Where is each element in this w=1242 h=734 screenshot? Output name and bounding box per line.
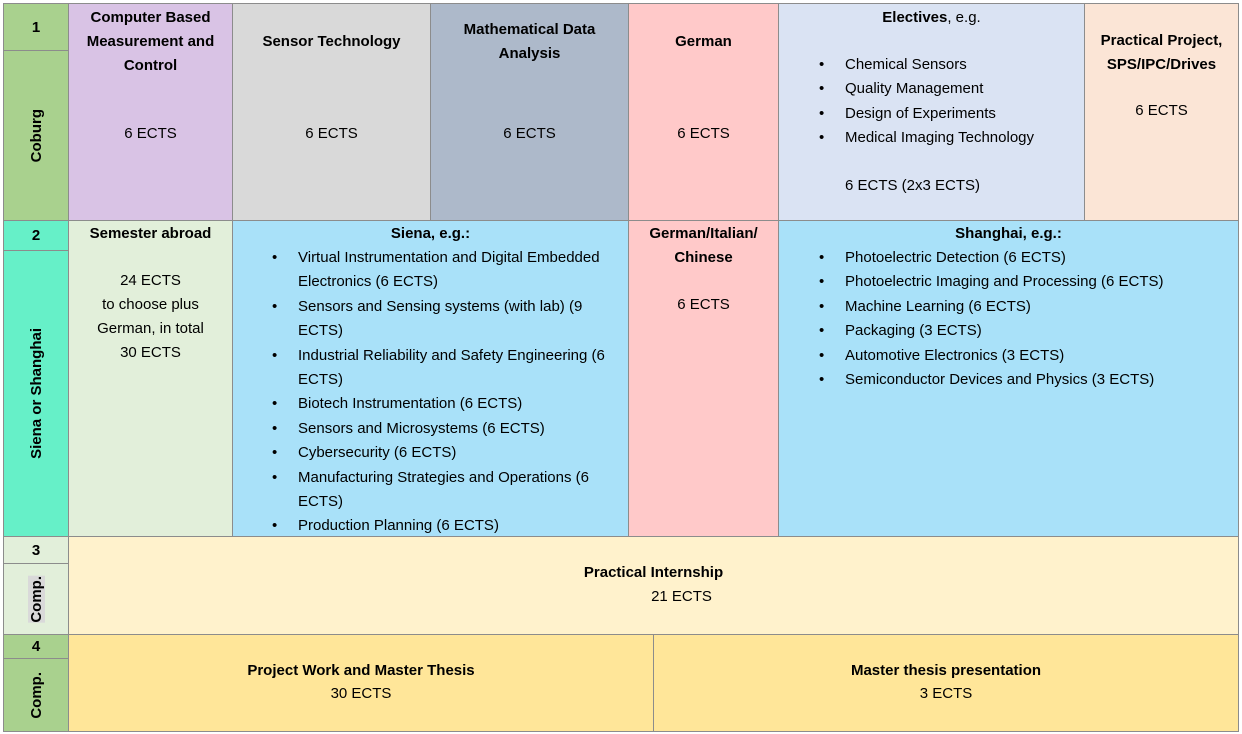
- list-item: Chemical Sensors: [819, 53, 1034, 78]
- list-item: Sensors and Sensing systems (with lab) (…: [272, 295, 618, 344]
- course-cell: German/Italian/ Chinese 6 ECTS: [628, 220, 779, 537]
- course-cell: Shanghai, e.g.: Photoelectric Detection …: [778, 220, 1239, 537]
- text-line: to choose plus: [102, 296, 199, 313]
- course-cell: Siena, e.g.: Virtual Instrumentation and…: [232, 220, 629, 539]
- row-number: 2: [3, 220, 69, 251]
- course-cell: German 6 ECTS: [628, 3, 779, 221]
- list-item: Design of Experiments: [819, 102, 1034, 127]
- course-ects: 21 ECTS: [651, 588, 712, 605]
- course-title: Practical Project, SPS/IPC/Drives: [1100, 32, 1223, 73]
- list-item: Photoelectric Imaging and Processing (6 …: [819, 270, 1164, 295]
- row-number: 4: [3, 634, 69, 659]
- course-cell: Practical Project, SPS/IPC/Drives 6 ECTS: [1084, 3, 1239, 221]
- row-number: 3: [3, 536, 69, 564]
- course-cell: Mathematical Data Analysis 6 ECTS: [430, 3, 629, 221]
- course-ects: 6 ECTS: [503, 125, 556, 142]
- row-label-text: Comp.: [27, 671, 45, 719]
- row-label-text: Siena or Shanghai: [27, 328, 45, 459]
- course-title: Computer Based Measurement and Control: [86, 9, 215, 74]
- course-ects: 3 ECTS: [919, 685, 973, 702]
- text-line: German, in total: [97, 320, 204, 337]
- course-ects: 6 ECTS (2x3 ECTS): [845, 177, 981, 194]
- course-title: Mathematical Data Analysis: [463, 21, 596, 62]
- list-item: Production Planning (6 ECTS): [272, 514, 618, 539]
- list-item: Quality Management: [819, 77, 1034, 102]
- course-cell: Master thesis presentation 3 ECTS: [653, 634, 1239, 732]
- course-cell: Practical Internship 21 ECTS: [68, 536, 1239, 635]
- course-cell: Semester abroad 24 ECTS to choose plus G…: [68, 220, 233, 537]
- list-item: Photoelectric Detection (6 ECTS): [819, 246, 1163, 271]
- row-label-text: Coburg: [27, 108, 45, 163]
- course-ects: 6 ECTS: [124, 125, 177, 142]
- course-title: Semester abroad: [89, 225, 212, 242]
- course-ects: 6 ECTS: [677, 296, 730, 313]
- course-ects: 30 ECTS: [330, 685, 392, 702]
- list-item: Medical Imaging Technology: [819, 126, 1034, 151]
- course-title: German/Italian/ Chinese: [649, 225, 758, 266]
- course-title: Sensor Technology: [262, 33, 401, 50]
- course-title: Shanghai, e.g.:: [955, 225, 1062, 242]
- list-item: Sensors and Microsystems (6 ECTS): [272, 417, 618, 442]
- course-title: Practical Internship: [583, 564, 724, 581]
- row-label: Comp.: [3, 563, 69, 635]
- course-title-suffix: , e.g.: [947, 9, 981, 26]
- course-title: Project Work and Master Thesis: [247, 662, 475, 679]
- list-item: Semiconductor Devices and Physics (3 ECT…: [819, 368, 1163, 393]
- list-item: Manufacturing Strategies and Operations …: [272, 466, 618, 515]
- course-ects: 6 ECTS: [677, 125, 730, 142]
- row-label: Comp.: [3, 658, 69, 732]
- course-cell: Sensor Technology 6 ECTS: [232, 3, 431, 221]
- row-label: Siena or Shanghai: [3, 250, 69, 537]
- course-title-bold: Electives: [882, 9, 948, 26]
- course-title: Electives, e.g.: [783, 6, 1080, 30]
- list-item: Biotech Instrumentation (6 ECTS): [272, 392, 618, 417]
- course-cell: Computer Based Measurement and Control 6…: [68, 3, 233, 221]
- row-label: Coburg: [3, 50, 69, 221]
- text-line: 24 ECTS: [120, 272, 181, 289]
- row-number: 1: [3, 3, 69, 51]
- text-line: 30 ECTS: [120, 344, 181, 361]
- course-cell: Project Work and Master Thesis 30 ECTS: [68, 634, 654, 732]
- course-text: 24 ECTS to choose plus German, in total …: [73, 269, 228, 365]
- list-item: Virtual Instrumentation and Digital Embe…: [272, 246, 618, 295]
- row-label-text: Comp.: [27, 575, 45, 623]
- list-item: Machine Learning (6 ECTS): [819, 295, 1163, 320]
- course-cell: Electives, e.g. Chemical Sensors Quality…: [778, 3, 1085, 221]
- siena-list: Virtual Instrumentation and Digital Embe…: [272, 246, 618, 539]
- course-ects: 6 ECTS: [1135, 102, 1188, 119]
- course-ects: 6 ECTS: [305, 125, 358, 142]
- course-title: Siena, e.g.:: [390, 225, 471, 242]
- course-title: Master thesis presentation: [850, 662, 1042, 679]
- shanghai-list: Photoelectric Detection (6 ECTS) Photoel…: [819, 246, 1164, 393]
- list-item: Cybersecurity (6 ECTS): [272, 441, 618, 466]
- course-title: German: [675, 33, 732, 50]
- elective-list: Chemical Sensors Quality Management Desi…: [819, 53, 1034, 151]
- list-item: Packaging (3 ECTS): [819, 319, 1163, 344]
- list-item: Industrial Reliability and Safety Engine…: [272, 344, 618, 393]
- list-item: Automotive Electronics (3 ECTS): [819, 344, 1163, 369]
